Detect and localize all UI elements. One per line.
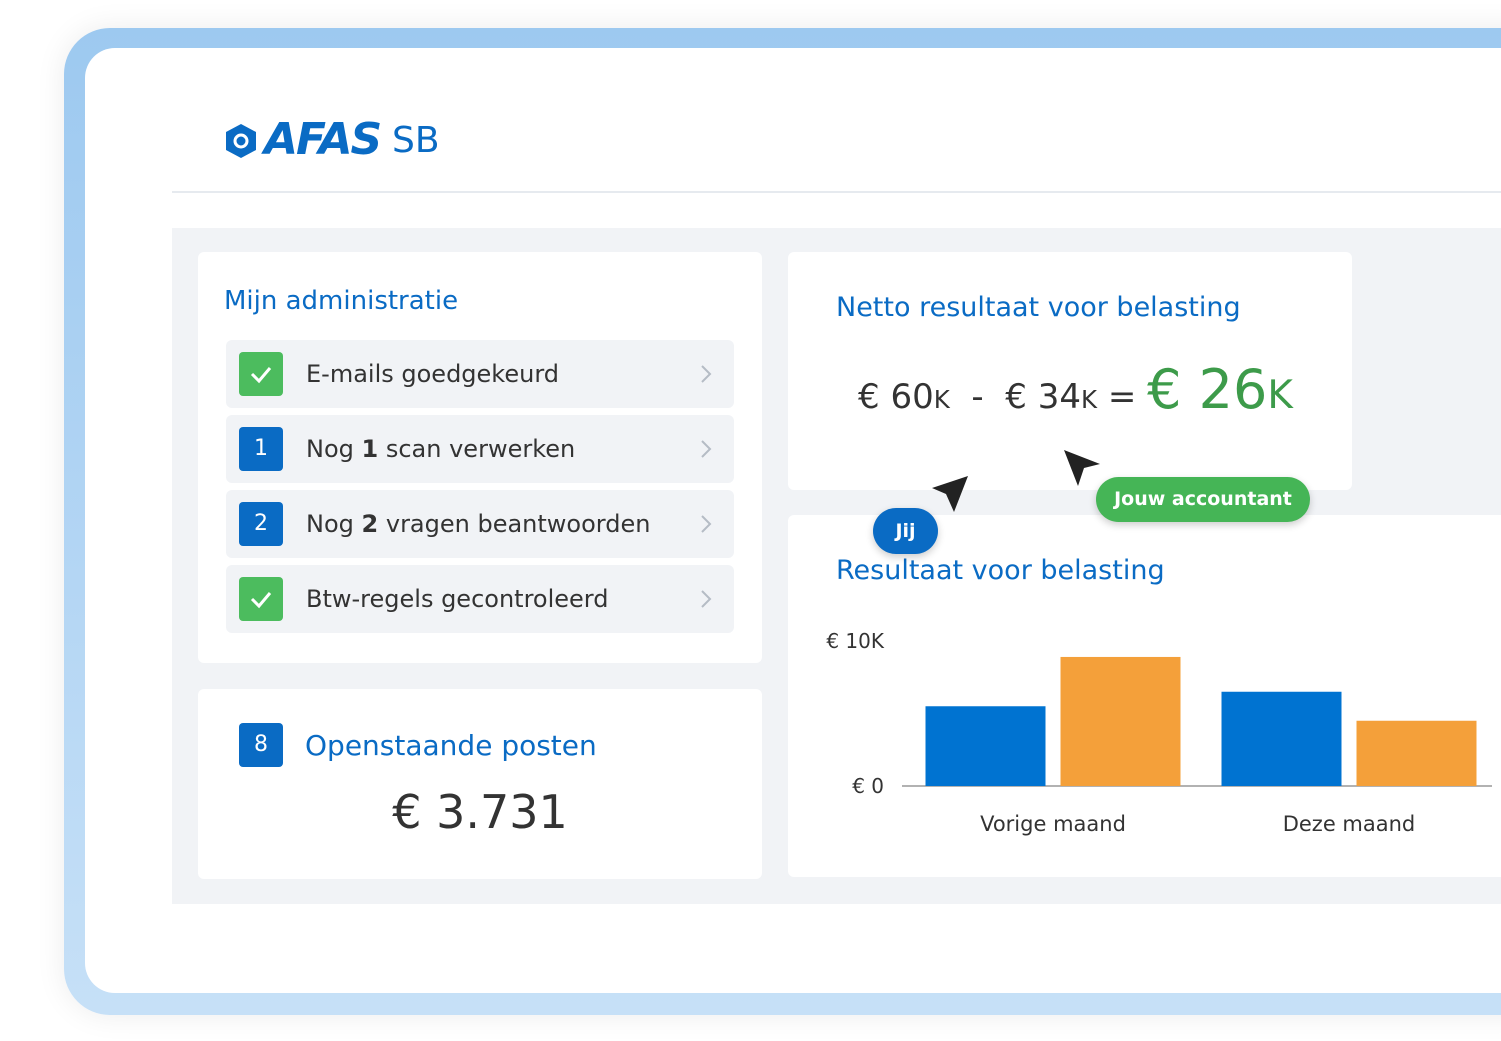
task-row: 1 Nog 1 scan verwerken [226, 415, 734, 483]
amount: € 3.731 [392, 785, 568, 839]
chevron [700, 589, 712, 613]
task-row: E-mails goedgekeurd [226, 340, 734, 408]
chevron-icon [701, 590, 712, 608]
x-tick-label: Deze maand [1283, 812, 1416, 836]
header-divider [172, 191, 1501, 193]
check-icon [250, 592, 272, 609]
chevron [700, 364, 712, 388]
unit: K [1080, 385, 1098, 414]
result-value: € 26 [1147, 358, 1268, 421]
chevron [700, 439, 712, 463]
task-suffix: scan verwerken [385, 435, 576, 463]
badge: 1 [239, 427, 283, 471]
y-tick-label: € 0 [852, 774, 884, 798]
bar [1356, 720, 1477, 786]
logo-brand: AFAS [264, 114, 382, 165]
task-row: Btw-regels gecontroleerd [226, 565, 734, 633]
chart-title: Resultaat voor belasting [836, 555, 1165, 586]
bar [1060, 656, 1181, 786]
equation: € 60K - € 34K = € 26K [858, 358, 1293, 421]
operator: = [1107, 377, 1137, 417]
chart-card: Resultaat voor belasting € 0 € 10K Vorige … [788, 515, 1501, 877]
task-suffix: vragen beantwoorden [385, 510, 651, 538]
bar [1221, 691, 1342, 786]
chevron-icon [701, 515, 712, 533]
check-badge [239, 352, 283, 396]
y-tick-label: € 10K [826, 629, 885, 653]
x-tick-label: Vorige maand [980, 812, 1126, 836]
task-prefix: Nog [306, 510, 354, 538]
result: € 26K [1147, 358, 1293, 421]
check-badge [239, 577, 283, 621]
admin-card: Mijn administratie E-mails goedgekeurd 1 N… [198, 252, 762, 663]
logo-icon [226, 124, 256, 158]
cursor-label: Jouw accountant [1096, 477, 1310, 522]
chevron-icon [701, 365, 712, 383]
revenue: € 60 [858, 377, 934, 417]
task-row: 2 Nog 2 vragen beantwoorden [226, 490, 734, 558]
task-label: E-mails goedgekeurd [306, 360, 559, 388]
logo-suffix: SB [392, 120, 440, 161]
unit: K [933, 385, 950, 414]
card-title: Mijn administratie [224, 286, 459, 316]
task-count: 2 [361, 510, 379, 538]
card-title: Netto resultaat voor belasting [836, 292, 1241, 323]
task-label: Nog 2 vragen beantwoorden [306, 490, 650, 558]
task-label: Nog 1 scan verwerken [306, 415, 575, 483]
badge: 2 [239, 502, 283, 546]
chevron-icon [701, 440, 712, 458]
task-prefix: Nog [306, 435, 354, 463]
bar [925, 706, 1046, 786]
cursor-you [932, 476, 968, 512]
badge: 8 [239, 723, 283, 767]
unit: K [1267, 373, 1293, 418]
chevron [700, 514, 712, 538]
operator: - [971, 377, 984, 417]
task-label: Btw-regels gecontroleerd [306, 585, 609, 613]
card-title: Openstaande posten [305, 729, 597, 762]
costs: € 34 [1005, 377, 1081, 417]
chart: € 0 € 10K Vorige maand Deze maand [826, 629, 1492, 836]
open-items-card: 8 Openstaande posten € 3.731 [198, 689, 762, 879]
cursor-label: Jij [873, 508, 938, 554]
check-icon [250, 367, 272, 384]
net-result-card: Netto resultaat voor belasting € 60K - €… [788, 252, 1352, 490]
cursor-accountant [1064, 450, 1100, 486]
task-count: 1 [361, 435, 379, 463]
